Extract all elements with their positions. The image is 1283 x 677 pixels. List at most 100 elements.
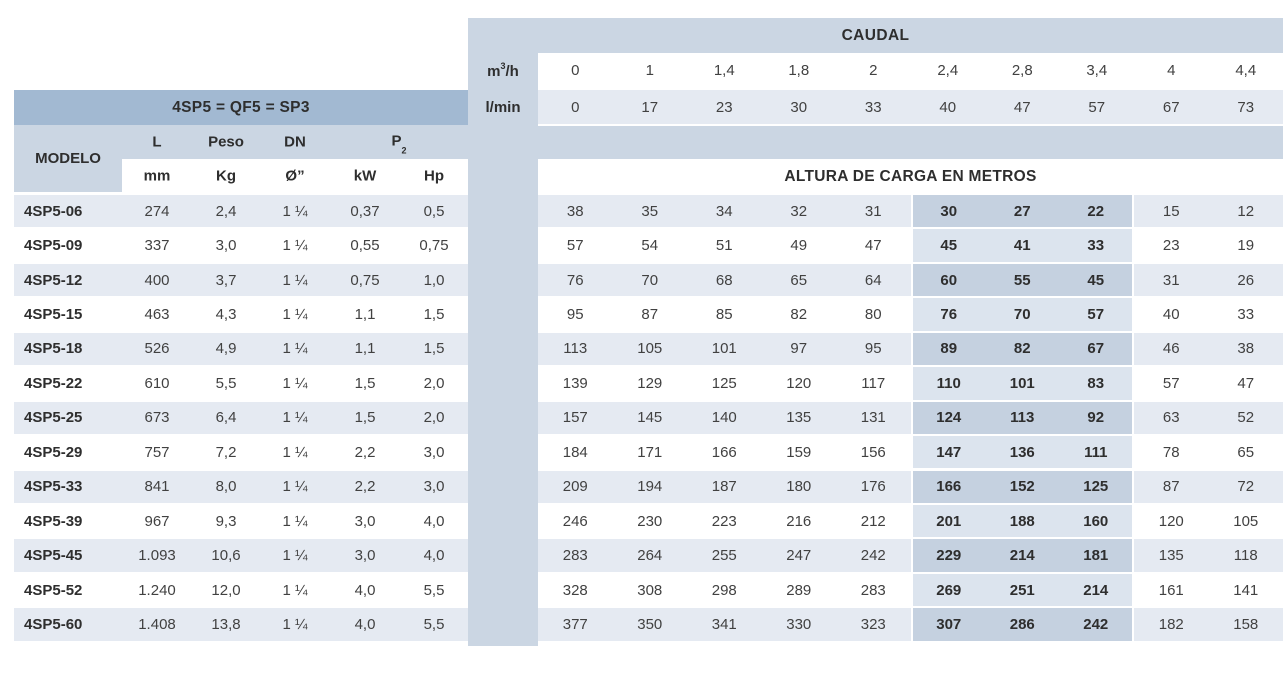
head-row-4SP5-22: 139 129 125 120 117 110 101 83 57 47 — [538, 367, 1283, 400]
dn-diameter-cell: 1 ¼ — [282, 581, 308, 599]
head-value-cell: 246 — [562, 512, 588, 530]
flow-m3h-value-cell: 1,4 — [713, 62, 735, 79]
length-mm-cell: 337 — [144, 237, 170, 255]
head-value-cell: 111 — [1059, 436, 1134, 469]
head-value-cell: 19 — [1237, 237, 1255, 255]
weight-kg-cell: 13,8 — [211, 615, 241, 633]
model-row-4SP5-60: 4SP5-60 1.408 13,8 1 ¼ 4,0 5,5 — [14, 608, 468, 641]
m3h-label-sup: 3 — [500, 61, 506, 71]
head-value-cell: 251 — [985, 573, 1060, 607]
head-value-cell: 38 — [1237, 340, 1255, 358]
head-value-cell: 161 — [1158, 581, 1184, 599]
flow-m3h-value-cell: 1 — [645, 62, 654, 79]
head-value-cell: 33 — [1059, 229, 1134, 262]
flow-row-lmin: 0 17 23 30 33 40 47 57 67 73 — [538, 90, 1283, 124]
head-value-cell: 139 — [562, 374, 588, 392]
power-hp-cell: 1,0 — [423, 271, 445, 289]
head-value-cell: 105 — [637, 340, 663, 358]
head-value-cell: 51 — [715, 237, 733, 255]
m3h-label-rest: /h — [505, 62, 519, 80]
col-header-diameter: Ø” — [285, 167, 305, 184]
model-name-cell: 4SP5-06 — [24, 202, 83, 220]
head-value-cell: 171 — [637, 443, 663, 461]
head-value-cell: 181 — [1059, 539, 1134, 572]
head-value-cell: 180 — [786, 478, 812, 496]
head-value-cell: 65 — [1237, 443, 1255, 461]
head-value-cell: 101 — [711, 340, 737, 358]
weight-kg-cell: 3,7 — [215, 271, 237, 289]
head-value-cell: 47 — [1237, 374, 1255, 392]
head-value-cell: 125 — [1059, 470, 1134, 503]
head-value-cell: 156 — [860, 443, 886, 461]
length-mm-cell: 1.093 — [138, 547, 176, 565]
model-series-title: 4SP5 = QF5 = SP3 — [14, 90, 468, 125]
head-value-cell: 70 — [985, 298, 1060, 331]
dn-diameter-cell: 1 ¼ — [282, 409, 308, 427]
head-value-cell: 166 — [711, 443, 737, 461]
dn-diameter-cell: 1 ¼ — [282, 237, 308, 255]
power-kw-cell: 4,0 — [354, 581, 376, 599]
head-row-4SP5-12: 76 70 68 65 64 60 55 45 31 26 — [538, 263, 1283, 297]
flow-unit-m3h-label: m 3/h — [468, 53, 538, 89]
head-row-4SP5-15: 95 87 85 82 80 76 70 57 40 33 — [538, 298, 1283, 331]
head-value-cell: 40 — [1162, 306, 1180, 323]
length-mm-cell: 526 — [144, 340, 170, 358]
dn-diameter-cell: 1 ¼ — [282, 512, 308, 530]
flow-m3h-value-cell: 1,8 — [788, 62, 810, 79]
head-value-cell: 131 — [860, 409, 886, 427]
head-value-cell: 101 — [985, 367, 1060, 400]
flow-lmin-value-cell: 23 — [715, 98, 733, 116]
head-value-cell: 22 — [1059, 195, 1134, 228]
col-header-p2: P2 — [391, 133, 406, 156]
model-name-cell: 4SP5-29 — [24, 443, 83, 461]
length-mm-cell: 673 — [144, 409, 170, 427]
head-value-cell: 45 — [1059, 263, 1134, 297]
col-header-l: L — [152, 133, 162, 151]
col-header-dn: DN — [284, 133, 306, 151]
model-name-cell: 4SP5-09 — [24, 237, 83, 255]
model-name-cell: 4SP5-18 — [24, 340, 83, 358]
length-mm-cell: 610 — [144, 374, 170, 392]
head-value-cell: 15 — [1162, 202, 1180, 220]
head-value-cell: 31 — [864, 202, 882, 220]
weight-kg-cell: 9,3 — [215, 512, 237, 530]
head-value-cell: 135 — [1158, 547, 1184, 565]
head-value-cell: 45 — [910, 229, 985, 262]
head-row-4SP5-45: 283 264 255 247 242 229 214 181 135 118 — [538, 539, 1283, 572]
head-value-cell: 184 — [562, 443, 588, 461]
head-values-table: 38 35 34 32 31 30 27 22 15 12 57 54 51 49 47 45 41 33 23 19… — [538, 195, 1283, 643]
flow-lmin-value-cell: 47 — [1013, 98, 1031, 116]
power-kw-cell: 3,0 — [354, 512, 376, 530]
col-header-hp: Hp — [424, 167, 444, 184]
length-mm-cell: 1.408 — [138, 615, 176, 633]
head-value-cell: 124 — [910, 401, 985, 435]
head-value-cell: 41 — [985, 229, 1060, 262]
head-value-cell: 38 — [566, 202, 584, 220]
head-value-cell: 140 — [711, 409, 737, 427]
head-value-cell: 120 — [786, 374, 812, 392]
power-kw-cell: 1,1 — [354, 306, 376, 323]
head-value-cell: 33 — [1237, 306, 1255, 323]
head-value-cell: 160 — [1059, 504, 1134, 538]
dn-diameter-cell: 1 ¼ — [282, 478, 308, 496]
head-value-cell: 12 — [1237, 202, 1255, 220]
head-value-cell: 82 — [985, 332, 1060, 366]
power-hp-cell: 4,0 — [423, 547, 445, 565]
flow-lmin-value-cell: 0 — [571, 98, 580, 116]
modelo-header: MODELO — [14, 125, 122, 192]
m3h-label-m: m — [487, 62, 501, 80]
flow-m3h-value-cell: 2,4 — [937, 62, 959, 79]
head-value-cell: 145 — [637, 409, 663, 427]
head-value-cell: 269 — [910, 573, 985, 607]
power-kw-cell: 1,5 — [354, 409, 376, 427]
head-value-cell: 46 — [1162, 340, 1180, 358]
head-value-cell: 214 — [985, 539, 1060, 572]
head-value-cell: 30 — [910, 195, 985, 228]
head-value-cell: 92 — [1059, 401, 1134, 435]
power-hp-cell: 3,0 — [423, 478, 445, 496]
head-value-cell: 212 — [860, 512, 886, 530]
head-value-cell: 223 — [711, 512, 737, 530]
weight-kg-cell: 12,0 — [211, 581, 241, 599]
length-mm-cell: 400 — [144, 271, 170, 289]
